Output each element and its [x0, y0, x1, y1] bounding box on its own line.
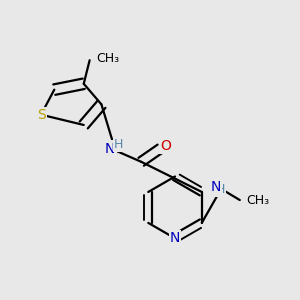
- Text: N: N: [105, 142, 116, 155]
- Text: N: N: [170, 231, 180, 245]
- Text: CH₃: CH₃: [96, 52, 119, 65]
- Text: CH₃: CH₃: [246, 194, 269, 207]
- Text: H: H: [114, 138, 123, 151]
- Text: S: S: [37, 108, 45, 122]
- Text: H: H: [216, 183, 225, 196]
- Text: N: N: [210, 180, 220, 194]
- Text: O: O: [160, 139, 171, 153]
